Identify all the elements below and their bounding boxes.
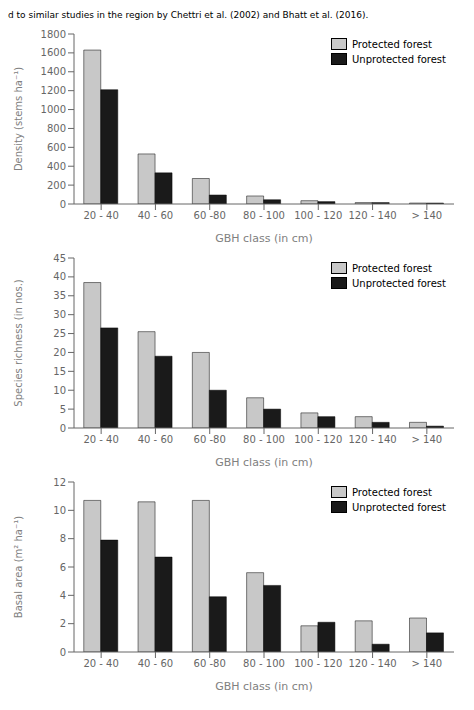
svg-text:2: 2 bbox=[60, 618, 66, 629]
svg-text:400: 400 bbox=[47, 161, 66, 172]
svg-text:0: 0 bbox=[60, 199, 66, 210]
html-text:Protected forest: Protected forest bbox=[352, 38, 432, 50]
svg-text:10: 10 bbox=[53, 385, 66, 396]
svg-text:40 - 60: 40 - 60 bbox=[138, 210, 173, 221]
html-text:Unprotected forest: Unprotected forest bbox=[352, 501, 446, 513]
svg-text:60 -80: 60 -80 bbox=[194, 434, 226, 445]
svg-text:800: 800 bbox=[47, 123, 66, 134]
svg-text:GBH class (in cm): GBH class (in cm) bbox=[215, 456, 313, 469]
svg-text:20 - 40: 20 - 40 bbox=[83, 658, 118, 669]
svg-text:10: 10 bbox=[53, 505, 66, 516]
svg-text:12: 12 bbox=[53, 477, 66, 488]
svg-text:80 - 100: 80 - 100 bbox=[243, 434, 285, 445]
svg-text:60 -80: 60 -80 bbox=[194, 658, 226, 669]
svg-text:20 - 40: 20 - 40 bbox=[83, 434, 118, 445]
html-text:Unprotected forest: Unprotected forest bbox=[352, 53, 446, 65]
svg-text:1800: 1800 bbox=[41, 29, 66, 40]
svg-text:1200: 1200 bbox=[41, 85, 66, 96]
svg-text:120 - 140: 120 - 140 bbox=[349, 434, 397, 445]
svg-text:20 - 40: 20 - 40 bbox=[83, 210, 118, 221]
svg-text:600: 600 bbox=[47, 142, 66, 153]
svg-text:> 140: > 140 bbox=[412, 434, 443, 445]
html-text:Protected forest: Protected forest bbox=[352, 262, 432, 274]
svg-text:5: 5 bbox=[60, 404, 66, 415]
svg-text:8: 8 bbox=[60, 533, 66, 544]
svg-text:40 - 60: 40 - 60 bbox=[138, 658, 173, 669]
svg-text:40: 40 bbox=[53, 271, 66, 282]
svg-text:30: 30 bbox=[53, 309, 66, 320]
svg-text:120 - 140: 120 - 140 bbox=[349, 210, 397, 221]
svg-text:0: 0 bbox=[60, 423, 66, 434]
svg-text:120 - 140: 120 - 140 bbox=[349, 658, 397, 669]
svg-text:20: 20 bbox=[53, 347, 66, 358]
svg-text:Basal area (m² ha⁻¹): Basal area (m² ha⁻¹) bbox=[13, 516, 24, 618]
svg-text:> 140: > 140 bbox=[412, 210, 443, 221]
svg-text:1400: 1400 bbox=[41, 66, 66, 77]
svg-text:80 - 100: 80 - 100 bbox=[243, 210, 285, 221]
html-text:Unprotected forest: Unprotected forest bbox=[352, 277, 446, 289]
svg-text:1600: 1600 bbox=[41, 47, 66, 58]
svg-text:GBH class (in cm): GBH class (in cm) bbox=[215, 680, 313, 693]
svg-text:4: 4 bbox=[60, 590, 66, 601]
svg-text:100 - 120: 100 - 120 bbox=[294, 210, 342, 221]
svg-text:80 - 100: 80 - 100 bbox=[243, 658, 285, 669]
svg-text:> 140: > 140 bbox=[412, 658, 443, 669]
svg-text:25: 25 bbox=[53, 328, 66, 339]
svg-text:0: 0 bbox=[60, 647, 66, 658]
svg-text:40 - 60: 40 - 60 bbox=[138, 434, 173, 445]
svg-text:200: 200 bbox=[47, 180, 66, 191]
svg-text:35: 35 bbox=[53, 290, 66, 301]
svg-text:Density (stems ha⁻¹): Density (stems ha⁻¹) bbox=[13, 67, 24, 171]
svg-text:100 - 120: 100 - 120 bbox=[294, 658, 342, 669]
svg-text:1000: 1000 bbox=[41, 104, 66, 115]
svg-text:6: 6 bbox=[60, 562, 66, 573]
svg-text:GBH class (in cm): GBH class (in cm) bbox=[215, 232, 313, 245]
html-text:d to similar studies in the re: d to similar studies in the region by Ch… bbox=[8, 10, 369, 20]
svg-text:45: 45 bbox=[53, 253, 66, 264]
svg-text:Species richness (in nos.): Species richness (in nos.) bbox=[13, 279, 24, 407]
svg-text:15: 15 bbox=[53, 366, 66, 377]
svg-text:60 -80: 60 -80 bbox=[194, 210, 226, 221]
svg-text:100 - 120: 100 - 120 bbox=[294, 434, 342, 445]
html-text:Protected forest: Protected forest bbox=[352, 486, 432, 498]
